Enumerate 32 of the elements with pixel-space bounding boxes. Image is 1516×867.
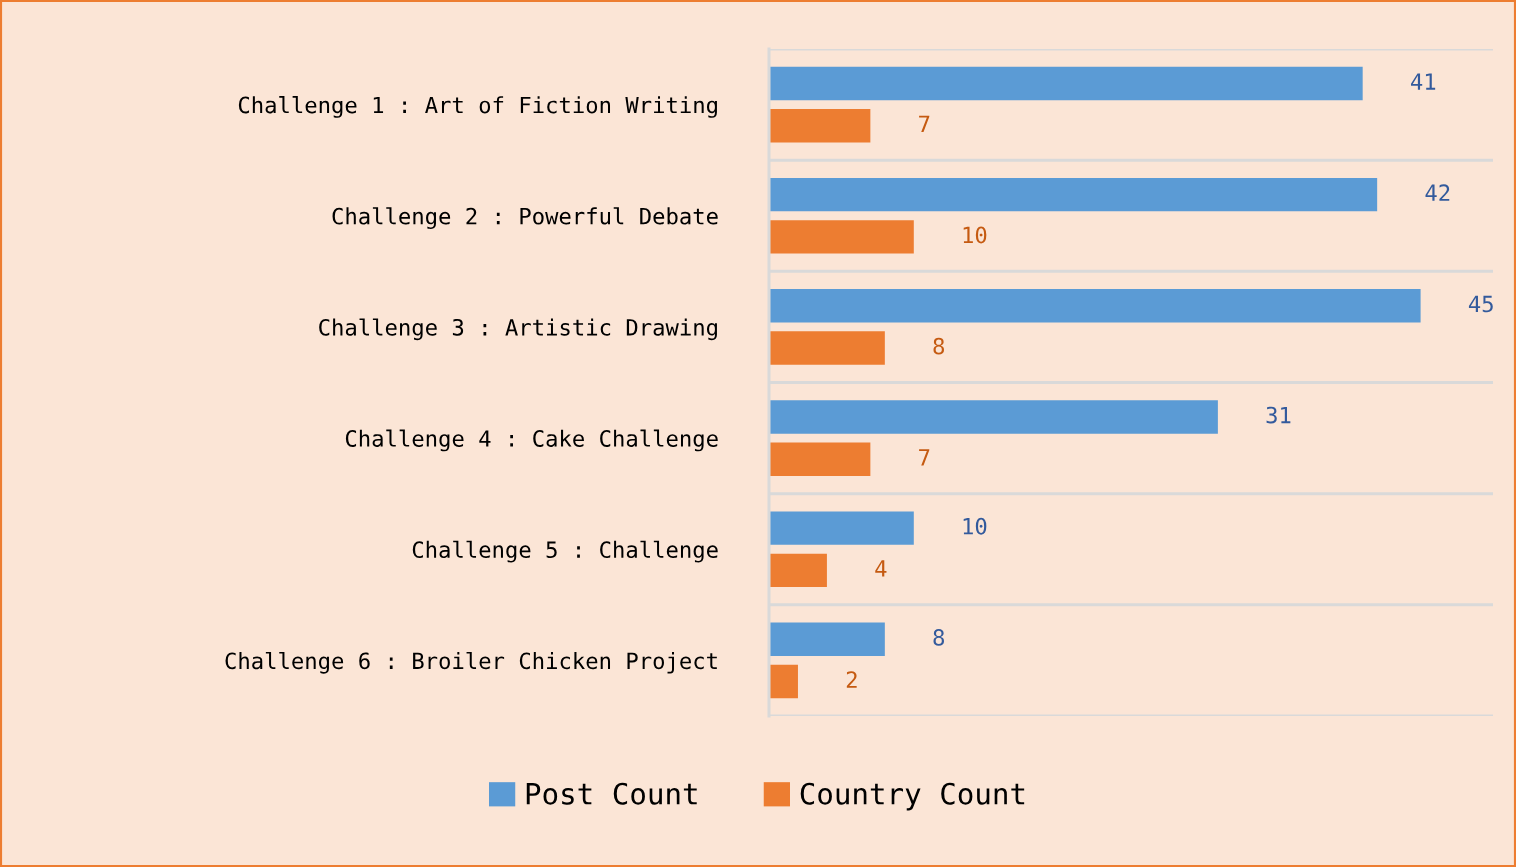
y-tick-label: Challenge 2 : Powerful Debate [332, 207, 718, 230]
bar [769, 66, 1363, 101]
bar [769, 109, 871, 143]
y-tick-label: Challenge 3 : Artistic Drawing [319, 318, 717, 341]
y-tick-label: Challenge 4 : Cake Challenge [345, 429, 718, 452]
legend-label: Post Count [526, 782, 697, 805]
data-label: 45 [1468, 295, 1493, 313]
bar [769, 177, 1378, 212]
data-label: 42 [1425, 184, 1450, 201]
y-tick-label: Challenge 5 : Challenge [412, 540, 718, 563]
y-tick-label: Challenge 6 : Broiler Chicken Project [225, 651, 717, 674]
y-tick-label: Challenge 1 : Art of Fiction Writing [238, 96, 717, 118]
data-label: 41 [1411, 73, 1436, 90]
data-label: 10 [963, 226, 987, 244]
data-label: 4 [875, 560, 887, 577]
data-label: 8 [933, 628, 945, 646]
bar [769, 511, 914, 545]
data-label: 7 [919, 449, 930, 466]
data-label: 2 [846, 671, 857, 688]
data-label: 31 [1266, 406, 1291, 424]
data-label: 8 [933, 337, 945, 355]
legend-label: Country Count [800, 782, 1025, 811]
bar [769, 442, 871, 476]
bar [769, 220, 914, 254]
bar [769, 664, 798, 699]
bar [769, 400, 1218, 434]
bar [769, 331, 885, 365]
data-label: 7 [919, 115, 930, 132]
bar [769, 622, 885, 656]
bar [769, 553, 827, 588]
bar [769, 289, 1421, 323]
data-label: 10 [963, 517, 987, 535]
